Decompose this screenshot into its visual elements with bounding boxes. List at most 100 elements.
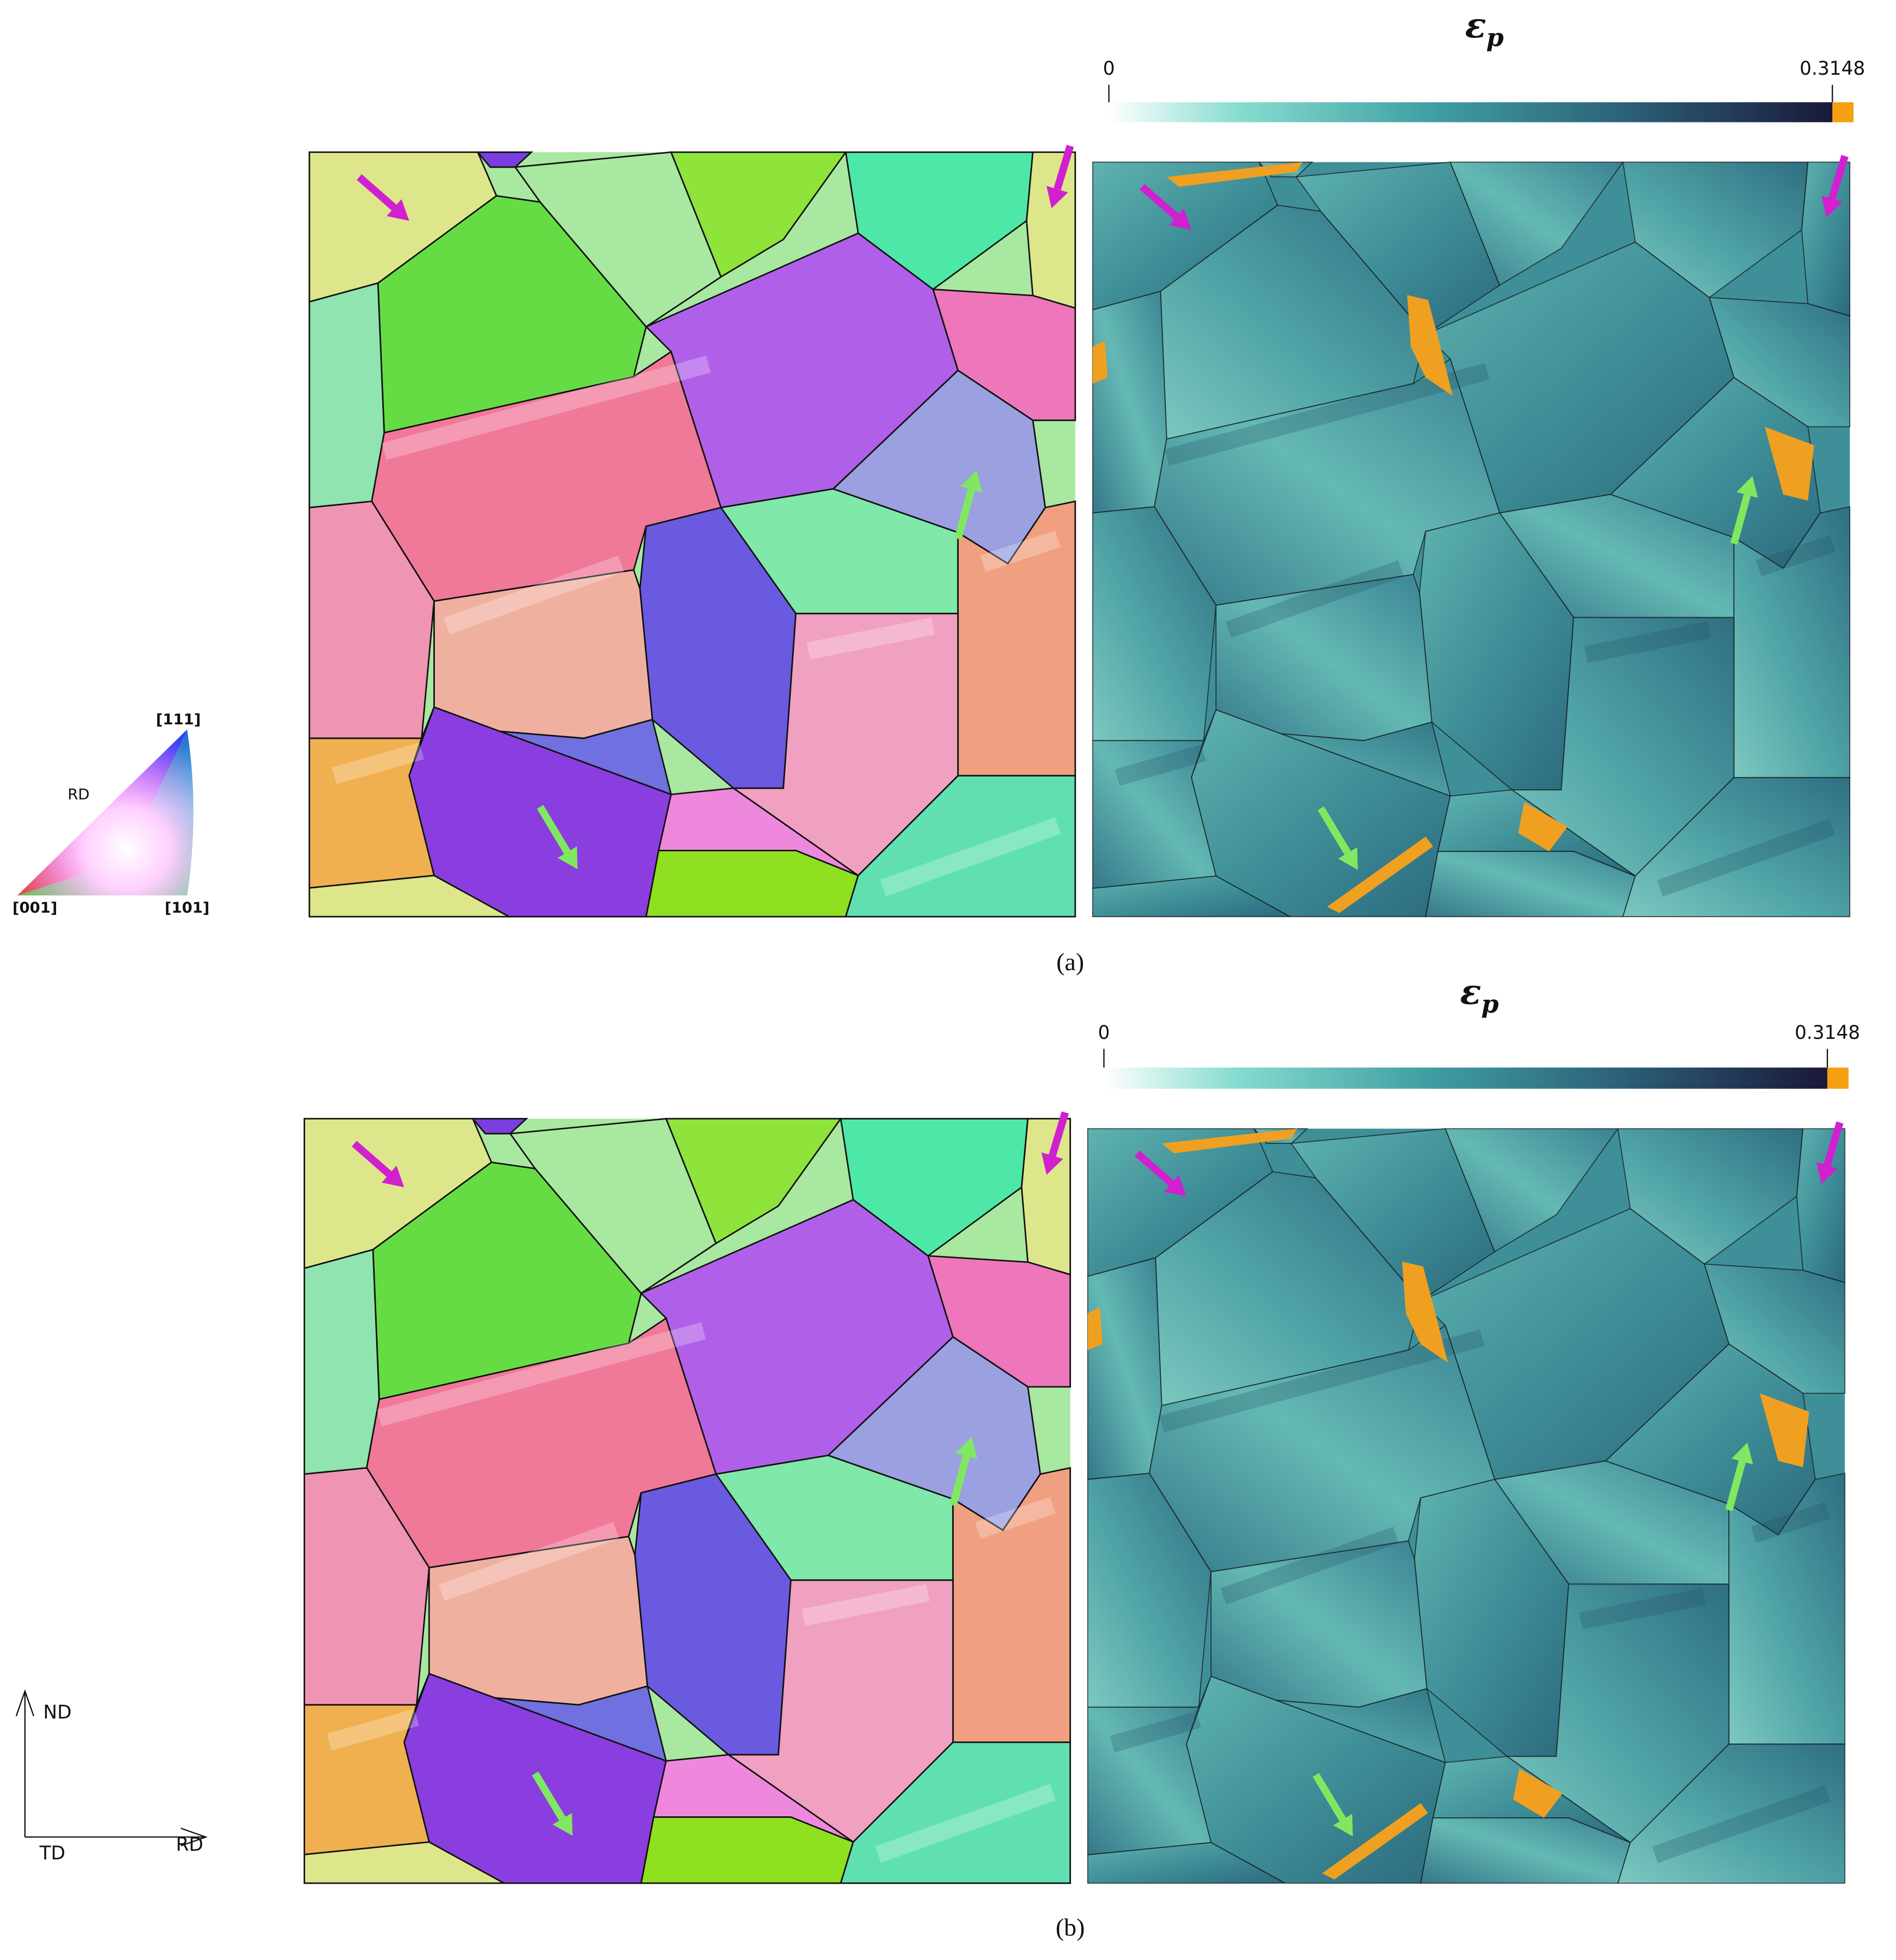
grain bbox=[1087, 1472, 1212, 1708]
strain-band bbox=[1579, 1588, 1706, 1630]
colorbar-title: εp bbox=[1465, 5, 1504, 52]
strain-band bbox=[1220, 1526, 1399, 1605]
arrows bbox=[1139, 155, 1849, 870]
strain-hotspot bbox=[1765, 426, 1815, 501]
grain bbox=[1617, 1743, 1846, 1884]
ipf-left-label: [001] bbox=[12, 899, 58, 917]
strain-map bbox=[1092, 155, 1850, 917]
panel: 0 0.3148 εp (a) bbox=[308, 5, 1865, 976]
orientation-band bbox=[382, 355, 711, 460]
grain bbox=[308, 875, 510, 918]
colorbar bbox=[1109, 102, 1833, 122]
strain-band bbox=[1225, 560, 1404, 638]
grain bbox=[1092, 740, 1217, 889]
grain bbox=[1801, 161, 1850, 317]
axis-label-origin: TD bbox=[39, 1842, 65, 1864]
strain-band bbox=[1657, 819, 1836, 896]
grain bbox=[1092, 291, 1167, 514]
annotation-arrow-head bbox=[1046, 186, 1068, 209]
annotation-arrow-shaft bbox=[1053, 145, 1074, 190]
colorbar-tick-label: 0.3148 bbox=[1795, 1022, 1860, 1043]
annotation-arrow-head bbox=[387, 199, 409, 221]
grain bbox=[844, 775, 1076, 918]
annotation-arrow-shaft bbox=[1730, 494, 1751, 545]
grain bbox=[1025, 151, 1076, 309]
annotation-arrow-head bbox=[1169, 208, 1191, 230]
grain bbox=[845, 151, 1034, 291]
orientation-band bbox=[806, 617, 935, 660]
ipf-right-label: [101] bbox=[164, 899, 210, 917]
annotation-arrow-head bbox=[1333, 1814, 1353, 1837]
annotation-arrow-head bbox=[960, 470, 983, 493]
strain-hotspot bbox=[1088, 1307, 1103, 1350]
grain bbox=[1445, 1128, 1619, 1253]
grain bbox=[1622, 161, 1809, 298]
colorbar-tick-label: 0.3148 bbox=[1799, 58, 1865, 79]
strain-band bbox=[1110, 1711, 1201, 1752]
panel: 0 0.3148 εp (b) bbox=[304, 971, 1860, 1941]
strain-band bbox=[1159, 1329, 1485, 1432]
grain bbox=[840, 1741, 1071, 1884]
colorbar-tick-label: 0 bbox=[1103, 58, 1115, 79]
colorbar-tick-label: 0 bbox=[1098, 1022, 1110, 1043]
strain-hotspot bbox=[1407, 295, 1453, 396]
strain-hotspot bbox=[1760, 1393, 1809, 1467]
annotation-arrow-shaft bbox=[1312, 1773, 1346, 1821]
annotation-arrow-head bbox=[1816, 1162, 1838, 1184]
orientation-band bbox=[327, 1709, 419, 1751]
annotation-arrow-shaft bbox=[1725, 1460, 1746, 1511]
annotation-arrow-head bbox=[1164, 1175, 1187, 1197]
grain bbox=[665, 1117, 843, 1245]
strain-hotspot bbox=[1322, 1803, 1428, 1880]
annotation-arrow-shaft bbox=[1049, 1111, 1069, 1157]
grain bbox=[1092, 506, 1217, 741]
sample-axes bbox=[16, 1689, 208, 1846]
strain-band bbox=[1164, 363, 1490, 466]
arrow-head bbox=[16, 1689, 35, 1717]
grain bbox=[1449, 161, 1624, 286]
strain-band bbox=[1584, 621, 1711, 663]
annotation-arrow-head bbox=[381, 1165, 404, 1188]
ipf-triangle-highlight bbox=[17, 729, 194, 896]
orientation-band bbox=[332, 742, 424, 784]
annotation-arrow-shaft bbox=[1823, 1121, 1844, 1166]
annotation-arrow-shaft bbox=[1828, 155, 1849, 200]
grain bbox=[1092, 875, 1290, 917]
arrow-head bbox=[181, 1828, 208, 1846]
orientation-band bbox=[975, 1497, 1056, 1539]
annotation-arrow-head bbox=[1338, 847, 1358, 870]
colorbar-subscript: p bbox=[1481, 990, 1499, 1019]
orientation-band bbox=[980, 530, 1061, 572]
grain bbox=[304, 1704, 430, 1856]
strain-band bbox=[1755, 535, 1836, 577]
annotation-arrow-head bbox=[553, 1813, 573, 1836]
grain bbox=[1622, 777, 1850, 917]
strain-hotspot bbox=[1327, 836, 1433, 913]
strain-hotspot bbox=[1092, 340, 1108, 384]
annotation-arrow-shaft bbox=[954, 488, 976, 540]
grain bbox=[670, 151, 847, 278]
orientation-band bbox=[377, 1322, 706, 1427]
annotation-arrow-shaft bbox=[537, 805, 571, 854]
annotation-arrow-shaft bbox=[1134, 1150, 1174, 1186]
annotation-arrow-shaft bbox=[532, 1771, 566, 1821]
axis-label-horizontal: RD bbox=[176, 1833, 203, 1855]
annotation-arrow-shaft bbox=[1317, 806, 1351, 855]
grain bbox=[304, 1248, 380, 1475]
strain-hotspot bbox=[1166, 162, 1302, 187]
grain bbox=[308, 282, 385, 508]
strain-hotspot bbox=[1518, 802, 1568, 852]
panel-label: (a) bbox=[1056, 948, 1084, 976]
grain bbox=[1617, 1128, 1804, 1265]
grain bbox=[1087, 1842, 1285, 1884]
annotation-arrow-shaft bbox=[351, 1140, 392, 1177]
colorbar-title: εp bbox=[1460, 971, 1499, 1019]
ipf-legend: [111] RD [001] [101] bbox=[12, 711, 210, 917]
axis-label-vertical: ND bbox=[43, 1702, 72, 1723]
strain-map bbox=[1087, 1121, 1846, 1884]
annotation-arrow-head bbox=[955, 1437, 978, 1459]
strain-band bbox=[1652, 1785, 1831, 1863]
